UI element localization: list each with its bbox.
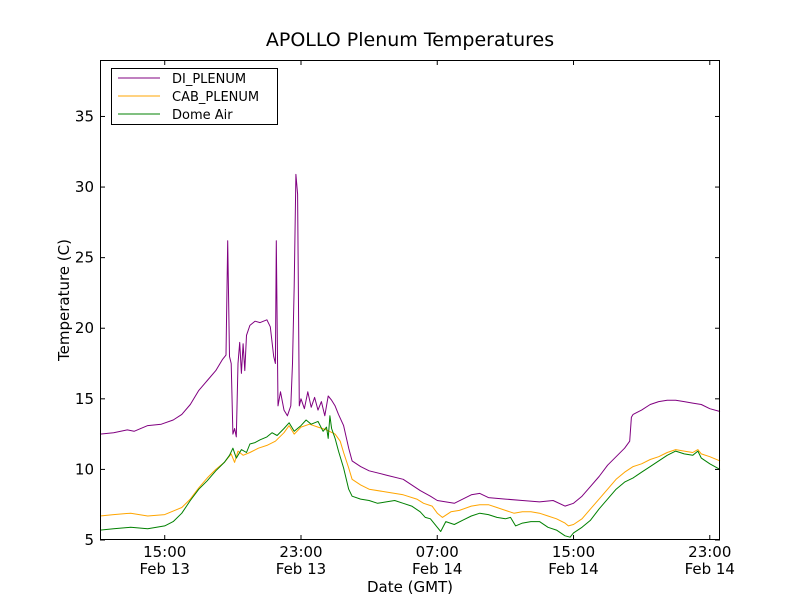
x-tick-label-date: Feb 14 — [412, 560, 462, 578]
y-tick-label: 25 — [75, 249, 94, 267]
x-axis-label: Date (GMT) — [367, 578, 453, 596]
x-tick-label-time: 15:00 — [143, 543, 186, 561]
series-line-dome-air — [99, 415, 721, 538]
series-layer — [99, 173, 721, 538]
y-tick-label: 20 — [75, 319, 94, 337]
y-tick-label: 35 — [75, 107, 94, 125]
y-tick-label: 30 — [75, 178, 94, 196]
x-tick-label-time: 15:00 — [552, 543, 595, 561]
legend-entry-label: DI_PLENUM — [172, 72, 246, 87]
legend: DI_PLENUM CAB_PLENUM Dome Air — [111, 68, 278, 125]
x-tick-label-date: Feb 13 — [276, 560, 326, 578]
y-tick-label: 15 — [75, 390, 94, 408]
series-line-di-plenum — [99, 173, 721, 507]
y-tick-label: 5 — [84, 531, 94, 549]
chart-title: APOLLO Plenum Temperatures — [266, 29, 554, 51]
y-axis-label: Temperature (C) — [55, 239, 73, 362]
legend-entry-label: CAB_PLENUM — [172, 90, 259, 105]
x-tick-label-time: 23:00 — [279, 543, 322, 561]
series-line-cab-plenum — [99, 423, 721, 527]
x-tick-label-time: 07:00 — [416, 543, 459, 561]
plot-frame — [100, 60, 720, 540]
y-tick-label: 10 — [75, 460, 94, 478]
x-tick-label-date: Feb 14 — [548, 560, 598, 578]
x-tick-label-date: Feb 13 — [140, 560, 190, 578]
x-tick-label-date: Feb 14 — [685, 560, 735, 578]
legend-entry-label: Dome Air — [172, 108, 233, 123]
x-tick-label-time: 23:00 — [688, 543, 731, 561]
